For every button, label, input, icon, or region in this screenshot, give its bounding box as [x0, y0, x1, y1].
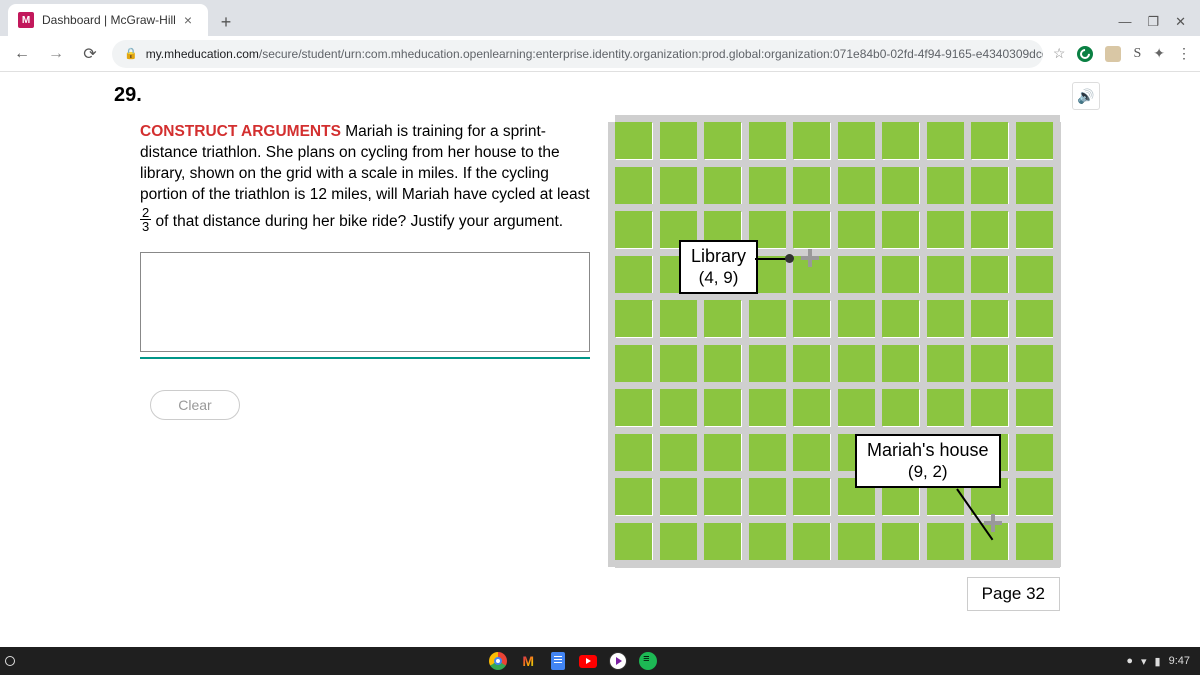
answer-textarea[interactable]	[140, 252, 590, 352]
close-tab-icon[interactable]: ×	[184, 12, 192, 28]
restore-icon[interactable]: ❐	[1147, 14, 1159, 30]
grammarly-extension-icon[interactable]	[1077, 46, 1093, 62]
forward-icon[interactable]: →	[44, 45, 68, 63]
launcher-icon	[5, 656, 15, 666]
docs-app-icon[interactable]	[549, 652, 567, 670]
page-number-badge: Page 32	[967, 577, 1060, 611]
textarea-underline	[140, 357, 590, 359]
browser-tab[interactable]: M Dashboard | McGraw-Hill ×	[8, 4, 208, 36]
browser-toolbar: ← → ⟳ 🔒 my.mheducation.com/secure/studen…	[0, 36, 1200, 72]
wifi-icon: ▾	[1141, 655, 1147, 668]
extensions-puzzle-icon[interactable]: ✦	[1153, 45, 1165, 62]
extension-s-icon[interactable]: S	[1133, 46, 1141, 62]
url-path: /secure/student/urn:com.mheducation.open…	[259, 47, 1043, 61]
youtube-app-icon[interactable]	[579, 652, 597, 670]
launcher-button[interactable]	[0, 656, 20, 666]
house-label: Mariah's house(9, 2)	[855, 434, 1001, 488]
close-window-icon[interactable]: ✕	[1175, 14, 1186, 30]
audio-button[interactable]: 🔊	[1072, 82, 1100, 110]
new-tab-button[interactable]: +	[212, 8, 240, 36]
library-label: Library(4, 9)	[679, 240, 758, 294]
url-domain: my.mheducation.com	[146, 47, 259, 61]
window-controls: — ❐ ✕	[1118, 14, 1200, 36]
chrome-tab-strip: M Dashboard | McGraw-Hill × + — ❐ ✕	[0, 0, 1200, 36]
question-heading: CONSTRUCT ARGUMENTS	[140, 123, 341, 140]
question-text: CONSTRUCT ARGUMENTS Mariah is training f…	[140, 122, 590, 233]
clear-button[interactable]: Clear	[150, 390, 240, 420]
taskbar-apps: M	[20, 652, 1126, 670]
spotify-app-icon[interactable]	[639, 652, 657, 670]
lock-icon: 🔒	[124, 47, 138, 60]
minimize-icon[interactable]: —	[1118, 14, 1131, 30]
clock: 9:47	[1169, 655, 1190, 667]
chrome-app-icon[interactable]	[489, 652, 507, 670]
back-icon[interactable]: ←	[10, 45, 34, 63]
tab-favicon: M	[18, 12, 34, 28]
media-app-icon[interactable]	[609, 652, 627, 670]
notification-icon: ●	[1126, 655, 1133, 667]
chrome-menu-icon[interactable]: ⋮	[1177, 45, 1190, 62]
page-content: 29. 🔊 CONSTRUCT ARGUMENTS Mariah is trai…	[0, 72, 1200, 647]
question-body-2: of that distance during her bike ride? J…	[151, 213, 563, 230]
coordinate-grid: Library(4, 9) Mariah's house(9, 2)	[615, 122, 1060, 562]
bookmark-star-icon[interactable]: ☆	[1053, 45, 1066, 62]
os-taskbar: M ● ▾ ▮ 9:47	[0, 647, 1200, 675]
answer-area	[140, 252, 590, 359]
battery-icon: ▮	[1155, 655, 1161, 668]
tab-title: Dashboard | McGraw-Hill	[42, 13, 176, 27]
gmail-app-icon[interactable]: M	[519, 652, 537, 670]
library-plus-icon	[801, 249, 819, 267]
fraction: 23	[140, 206, 151, 233]
house-plus-icon	[984, 514, 1002, 532]
extension-icon[interactable]	[1105, 46, 1121, 62]
reload-icon[interactable]: ⟳	[78, 44, 102, 64]
question-number: 29.	[114, 84, 142, 107]
address-bar[interactable]: 🔒 my.mheducation.com/secure/student/urn:…	[112, 40, 1043, 68]
system-tray[interactable]: ● ▾ ▮ 9:47	[1126, 655, 1200, 668]
